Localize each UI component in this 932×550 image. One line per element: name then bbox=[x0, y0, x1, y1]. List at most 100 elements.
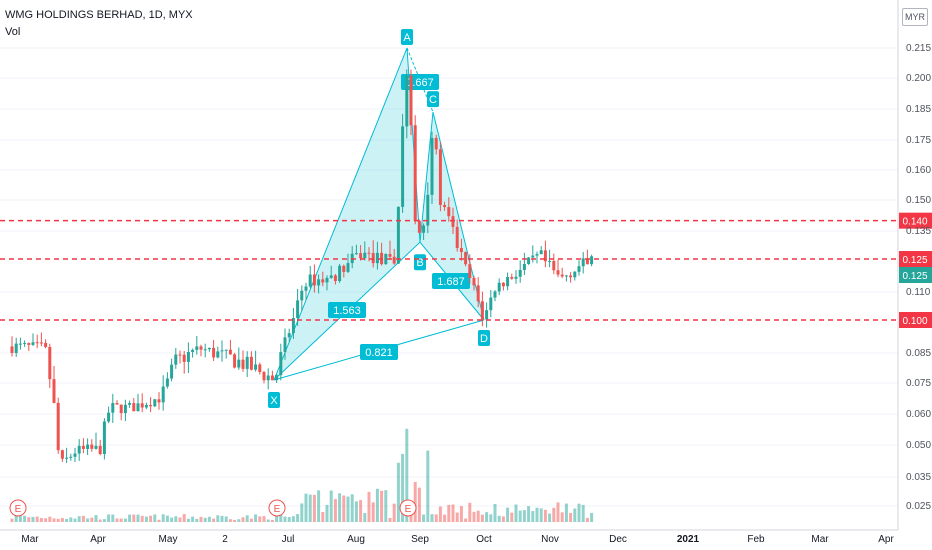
earnings-label: E bbox=[274, 504, 281, 515]
candle bbox=[354, 253, 358, 255]
volume-bar bbox=[304, 493, 308, 522]
candle bbox=[367, 252, 371, 254]
volume-bar bbox=[39, 517, 43, 522]
volume-bar bbox=[338, 493, 342, 522]
y-tick-label: 0.175 bbox=[906, 135, 931, 146]
y-tick-label: 0.135 bbox=[906, 226, 931, 237]
candle bbox=[573, 271, 577, 278]
y-tick-label: 0.075 bbox=[906, 378, 931, 389]
candle bbox=[31, 342, 35, 345]
candle bbox=[199, 346, 203, 350]
candle bbox=[161, 386, 165, 403]
candle bbox=[564, 275, 568, 277]
volume-bar bbox=[388, 517, 392, 522]
volume-bar bbox=[220, 515, 224, 522]
candle bbox=[44, 342, 48, 347]
candle bbox=[123, 404, 127, 414]
volume-bar bbox=[430, 514, 434, 522]
volume-bar bbox=[296, 514, 300, 522]
candle bbox=[77, 445, 81, 454]
point-label-d: D bbox=[480, 333, 488, 345]
volume-bar bbox=[31, 516, 35, 522]
volume-bar bbox=[514, 504, 518, 522]
ratio-label: 1.563 bbox=[333, 305, 361, 317]
price-line-tag bbox=[899, 251, 932, 267]
candle bbox=[233, 354, 237, 368]
candle bbox=[375, 252, 379, 264]
volume-bar bbox=[86, 518, 90, 522]
volume-bar bbox=[203, 517, 207, 522]
volume-bar bbox=[23, 515, 27, 522]
candle bbox=[165, 378, 169, 387]
candle bbox=[149, 405, 153, 407]
volume-bar bbox=[451, 504, 455, 522]
candle bbox=[23, 343, 27, 345]
volume-bar bbox=[65, 519, 69, 522]
ratio-label: 1.687 bbox=[437, 276, 465, 288]
volume-bar bbox=[396, 462, 400, 522]
volume-bar bbox=[363, 512, 367, 522]
candle bbox=[396, 206, 400, 264]
volume-bar bbox=[81, 515, 85, 522]
point-label-b: B bbox=[416, 257, 423, 269]
volume-bar bbox=[262, 516, 266, 522]
volume-bar bbox=[409, 513, 413, 522]
volume-bar bbox=[333, 499, 337, 522]
currency-button[interactable]: MYR bbox=[902, 8, 928, 26]
candle bbox=[224, 349, 228, 351]
candle bbox=[195, 346, 199, 350]
price-line-label: 0.100 bbox=[902, 316, 927, 327]
volume-bar bbox=[480, 514, 484, 522]
ratio-label-box bbox=[328, 302, 366, 318]
candle bbox=[338, 265, 342, 282]
last-price-label: 0.125 bbox=[902, 271, 927, 282]
volume-bar bbox=[317, 490, 321, 522]
y-tick-label: 0.025 bbox=[906, 501, 931, 512]
volume-bar bbox=[237, 519, 241, 522]
candle bbox=[388, 254, 392, 257]
candle bbox=[119, 404, 123, 414]
volume-bar bbox=[287, 517, 291, 522]
ratio-label: 0.821 bbox=[365, 347, 393, 359]
volume-bar bbox=[245, 515, 249, 522]
volume-bar bbox=[359, 500, 363, 522]
candle bbox=[451, 216, 455, 227]
volume-bar bbox=[266, 519, 270, 522]
candle bbox=[535, 254, 539, 256]
candle bbox=[321, 279, 325, 283]
volume-bar bbox=[308, 494, 312, 522]
candle bbox=[14, 343, 18, 353]
candle bbox=[438, 149, 442, 206]
candle bbox=[443, 205, 447, 208]
volume-bar bbox=[199, 516, 203, 522]
candle bbox=[241, 359, 245, 369]
candle bbox=[296, 300, 300, 319]
candle bbox=[522, 263, 526, 270]
x-tick-label: Nov bbox=[541, 534, 559, 545]
candle bbox=[342, 265, 346, 272]
point-label-c-box bbox=[427, 91, 439, 108]
candle bbox=[417, 220, 421, 233]
candle bbox=[585, 258, 589, 265]
candle bbox=[384, 254, 388, 265]
harmonic-pattern: X A B C D 0.667 1.563 1.687 0.821 bbox=[268, 29, 490, 408]
volume-bar bbox=[443, 514, 447, 522]
volume-bar bbox=[94, 515, 98, 522]
volume-bar bbox=[27, 517, 31, 522]
candle bbox=[392, 256, 396, 264]
x-tick-label: Feb bbox=[747, 534, 765, 545]
x-tick-label: Aug bbox=[347, 534, 365, 545]
volume-bar bbox=[401, 453, 405, 522]
volume-bar bbox=[581, 505, 585, 522]
ratio-label-box bbox=[432, 273, 470, 289]
x-tick-label: Oct bbox=[476, 534, 492, 545]
candle bbox=[90, 444, 94, 449]
chart-title: WMG HOLDINGS BERHAD, 1D, MYX bbox=[5, 9, 193, 21]
candle bbox=[111, 403, 115, 413]
price-axis: 0.215 0.200 0.185 0.175 0.160 0.150 0.135 0.110… bbox=[897, 0, 931, 530]
volume-bar bbox=[212, 518, 216, 522]
volume-bar bbox=[405, 428, 409, 522]
earnings-marker bbox=[399, 499, 417, 517]
candle bbox=[35, 342, 39, 344]
